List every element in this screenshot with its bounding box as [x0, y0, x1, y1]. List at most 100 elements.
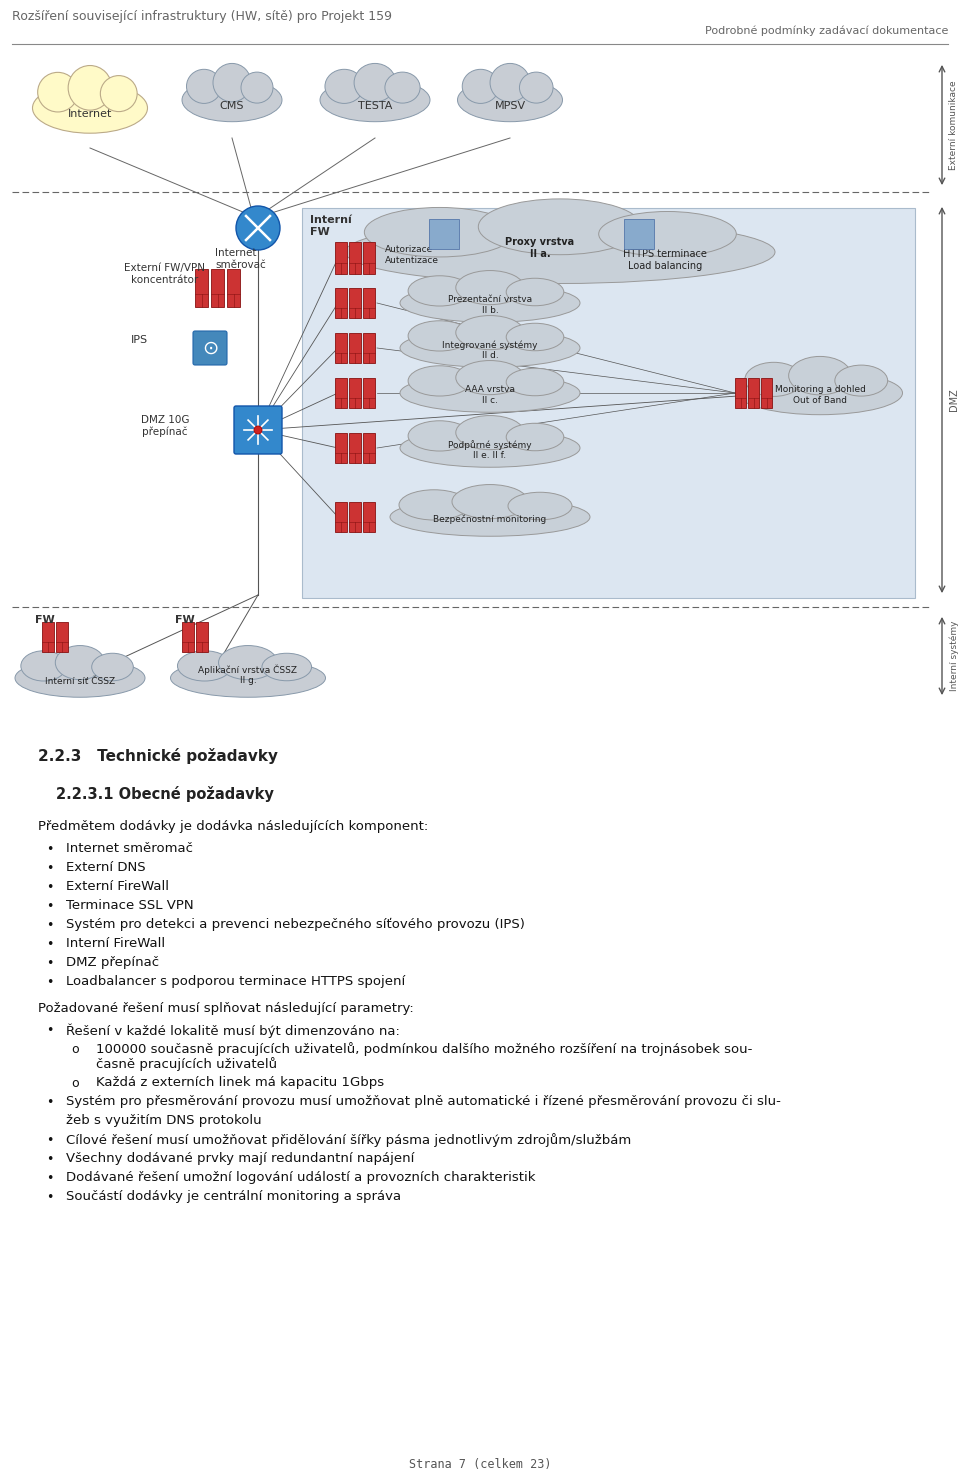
Ellipse shape [506, 323, 564, 351]
Ellipse shape [101, 75, 137, 112]
Text: Proxy vrstva
II a.: Proxy vrstva II a. [505, 237, 575, 258]
Text: •: • [46, 919, 54, 932]
Ellipse shape [456, 270, 524, 305]
Text: Terminace SSL VPN: Terminace SSL VPN [66, 898, 194, 912]
FancyBboxPatch shape [302, 208, 915, 597]
Text: CMS: CMS [220, 100, 244, 111]
Ellipse shape [56, 646, 105, 680]
Text: Řešení v každé lokalitě musí být dimenzováno na:: Řešení v každé lokalitě musí být dimenzo… [66, 1024, 400, 1037]
Ellipse shape [490, 63, 530, 102]
Text: Interní FireWall: Interní FireWall [66, 937, 165, 950]
FancyBboxPatch shape [363, 288, 375, 319]
Text: •: • [46, 957, 54, 971]
Ellipse shape [452, 485, 528, 519]
Ellipse shape [519, 72, 553, 103]
Ellipse shape [365, 208, 515, 257]
Text: Interní síť ČSSZ: Interní síť ČSSZ [45, 677, 115, 686]
Text: FW: FW [175, 615, 195, 625]
Text: Externí komunikace: Externí komunikace [949, 80, 958, 170]
Ellipse shape [219, 646, 277, 680]
Text: •: • [46, 1024, 54, 1037]
Text: HTTPS terminace
Load balancing: HTTPS terminace Load balancing [623, 249, 707, 271]
Text: Prezentační vrstva
II b.: Prezentační vrstva II b. [448, 295, 532, 314]
Text: Integrované systémy
II d.: Integrované systémy II d. [443, 341, 538, 360]
Text: •: • [46, 1134, 54, 1148]
Ellipse shape [835, 366, 888, 397]
FancyBboxPatch shape [335, 502, 347, 532]
Ellipse shape [262, 653, 312, 681]
Text: časně pracujících uživatelů: časně pracujících uživatelů [96, 1058, 277, 1071]
Text: •: • [46, 1173, 54, 1184]
Text: DMZ 10G
přepínač: DMZ 10G přepínač [141, 414, 189, 437]
Ellipse shape [789, 357, 852, 395]
Ellipse shape [456, 316, 524, 350]
Ellipse shape [456, 360, 524, 395]
Text: Bezpečnostní monitoring: Bezpečnostní monitoring [433, 515, 546, 524]
FancyBboxPatch shape [624, 218, 654, 249]
Text: Autorizace
Autentizace: Autorizace Autentizace [385, 245, 439, 264]
Text: •: • [46, 938, 54, 951]
Text: Interní systémy: Interní systémy [949, 621, 959, 692]
Ellipse shape [186, 69, 222, 103]
Ellipse shape [37, 72, 78, 112]
Ellipse shape [508, 493, 572, 519]
Text: Cílové řešení musí umožňovat přidělování šířky pásma jednotlivým zdrojům/službám: Cílové řešení musí umožňovat přidělování… [66, 1133, 632, 1148]
FancyBboxPatch shape [349, 333, 361, 363]
FancyBboxPatch shape [429, 218, 459, 249]
Text: Systém pro přesměrování provozu musí umožňovat plně automatické i řízené přesměr: Systém pro přesměrování provozu musí umo… [66, 1094, 780, 1108]
Text: •: • [46, 844, 54, 856]
Ellipse shape [456, 416, 524, 450]
Ellipse shape [462, 69, 499, 103]
Ellipse shape [390, 497, 590, 537]
Text: Strana 7 (celkem 23): Strana 7 (celkem 23) [409, 1457, 551, 1471]
Ellipse shape [241, 72, 273, 103]
FancyBboxPatch shape [735, 378, 746, 409]
Text: MPSV: MPSV [494, 100, 525, 111]
Text: Podrobné podmínky zadávací dokumentace: Podrobné podmínky zadávací dokumentace [705, 25, 948, 35]
Text: Každá z externích linek má kapacitu 1Gbps: Každá z externích linek má kapacitu 1Gbp… [96, 1075, 384, 1089]
Ellipse shape [354, 63, 396, 102]
Ellipse shape [178, 650, 231, 681]
Ellipse shape [400, 329, 580, 367]
FancyBboxPatch shape [42, 622, 54, 652]
FancyBboxPatch shape [56, 622, 68, 652]
Ellipse shape [745, 363, 803, 397]
FancyBboxPatch shape [335, 434, 347, 463]
Text: •: • [46, 861, 54, 875]
FancyBboxPatch shape [227, 268, 240, 307]
Ellipse shape [236, 207, 280, 249]
Text: •: • [46, 881, 54, 894]
Ellipse shape [33, 83, 148, 133]
FancyBboxPatch shape [363, 378, 375, 409]
FancyBboxPatch shape [234, 406, 282, 454]
FancyBboxPatch shape [349, 434, 361, 463]
FancyBboxPatch shape [195, 268, 208, 307]
Text: Podpůrné systémy
II e. II f.: Podpůrné systémy II e. II f. [448, 440, 532, 460]
Text: FW: FW [35, 615, 55, 625]
FancyBboxPatch shape [363, 434, 375, 463]
Ellipse shape [320, 78, 430, 122]
FancyBboxPatch shape [761, 378, 772, 409]
Ellipse shape [21, 650, 66, 681]
Text: AAA vrstva
II c.: AAA vrstva II c. [465, 385, 515, 404]
Text: •: • [46, 1153, 54, 1167]
Ellipse shape [506, 423, 564, 451]
FancyBboxPatch shape [363, 242, 375, 274]
Ellipse shape [408, 276, 471, 305]
Ellipse shape [458, 78, 563, 122]
FancyBboxPatch shape [211, 268, 224, 307]
Text: Internet
směrovač: Internet směrovač [215, 248, 266, 270]
Text: Externí DNS: Externí DNS [66, 861, 146, 875]
Text: Součástí dodávky je centrální monitoring a správa: Součástí dodávky je centrální monitoring… [66, 1190, 401, 1204]
Ellipse shape [385, 72, 420, 103]
FancyBboxPatch shape [349, 378, 361, 409]
FancyBboxPatch shape [363, 333, 375, 363]
FancyBboxPatch shape [335, 378, 347, 409]
Ellipse shape [400, 283, 580, 322]
FancyBboxPatch shape [196, 622, 208, 652]
Text: Rozšíření související infrastruktury (HW, sítě) pro Projekt 159: Rozšíření související infrastruktury (HW… [12, 10, 392, 24]
Ellipse shape [182, 78, 282, 122]
Text: Všechny dodávané prvky mají redundantní napájení: Všechny dodávané prvky mají redundantní … [66, 1152, 415, 1165]
Ellipse shape [400, 429, 580, 468]
Text: •: • [46, 1096, 54, 1109]
